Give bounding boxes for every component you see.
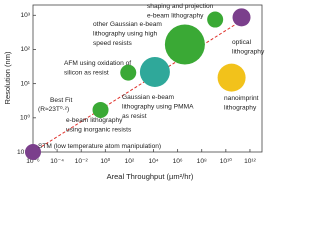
bubble-label: using inorganic resists: [66, 126, 132, 133]
bubble-label: lithography: [232, 48, 265, 55]
y-tick-label: 10⁻¹: [17, 149, 31, 156]
y-axis-label: Resolution (nm): [3, 51, 12, 104]
bubble-label: lithography using high: [93, 30, 157, 37]
bubble-label: nanoimprint: [224, 95, 259, 102]
fit-label: (R≈23T⁰·²): [38, 105, 69, 113]
x-tick-label: 10⁰: [100, 157, 110, 165]
bubble-label: as resist: [122, 113, 147, 120]
x-tick-label: 10²: [125, 158, 135, 165]
y-tick-label: 10²: [20, 46, 30, 53]
x-tick-label: 10¹²: [244, 158, 257, 165]
x-tick-label: 10⁻²: [75, 158, 89, 165]
bubble-label: optical: [232, 39, 252, 46]
bubble: [164, 24, 205, 65]
fit-line: [32, 14, 251, 153]
x-axis-label: Areal Throughput (µm²/hr): [107, 172, 194, 181]
bubble-label: AFM using oxidation of: [64, 60, 131, 67]
fit-label: Best Fit: [50, 97, 73, 104]
y-tick-label: 10¹: [20, 80, 30, 87]
bubble-label: e-beam lithography: [147, 12, 204, 19]
x-tick-label: 10⁴: [148, 158, 158, 165]
x-tick-label: 10⁶: [173, 158, 183, 165]
bubble-label: e-beam lithography: [66, 117, 123, 124]
bubble-label: STM (low temperature atom manipulation): [38, 143, 161, 150]
chart: Areal Throughput (µm²/hr) Resolution (nm…: [3, 3, 265, 181]
bubble: [217, 63, 246, 92]
bubble: [139, 56, 170, 87]
bubble-label: lithography using PMMA: [122, 103, 194, 110]
bubble-label: Gaussian e-beam: [122, 94, 175, 101]
x-tick-label: 10⁻⁴: [50, 158, 64, 165]
y-tick-label: 10⁰: [20, 114, 30, 122]
bubble-label: other Gaussian e-beam: [93, 21, 162, 28]
x-tick-label: 10⁻⁶: [26, 158, 40, 165]
bubble: [25, 144, 41, 160]
bubble-label: lithography: [224, 104, 257, 111]
bubble: [232, 8, 251, 27]
bubble-label: speed resists: [93, 40, 133, 47]
bubble-label: shaping and projection: [147, 3, 214, 10]
x-tick-label: 10⁸: [197, 158, 207, 165]
y-tick-label: 10³: [20, 12, 30, 19]
plot-frame: [32, 4, 263, 153]
x-tick-label: 10¹⁰: [220, 157, 233, 165]
bubble: [120, 64, 137, 81]
bubble: [207, 11, 224, 28]
bubble: [92, 101, 109, 118]
bubble-label: silicon as resist: [64, 69, 109, 76]
